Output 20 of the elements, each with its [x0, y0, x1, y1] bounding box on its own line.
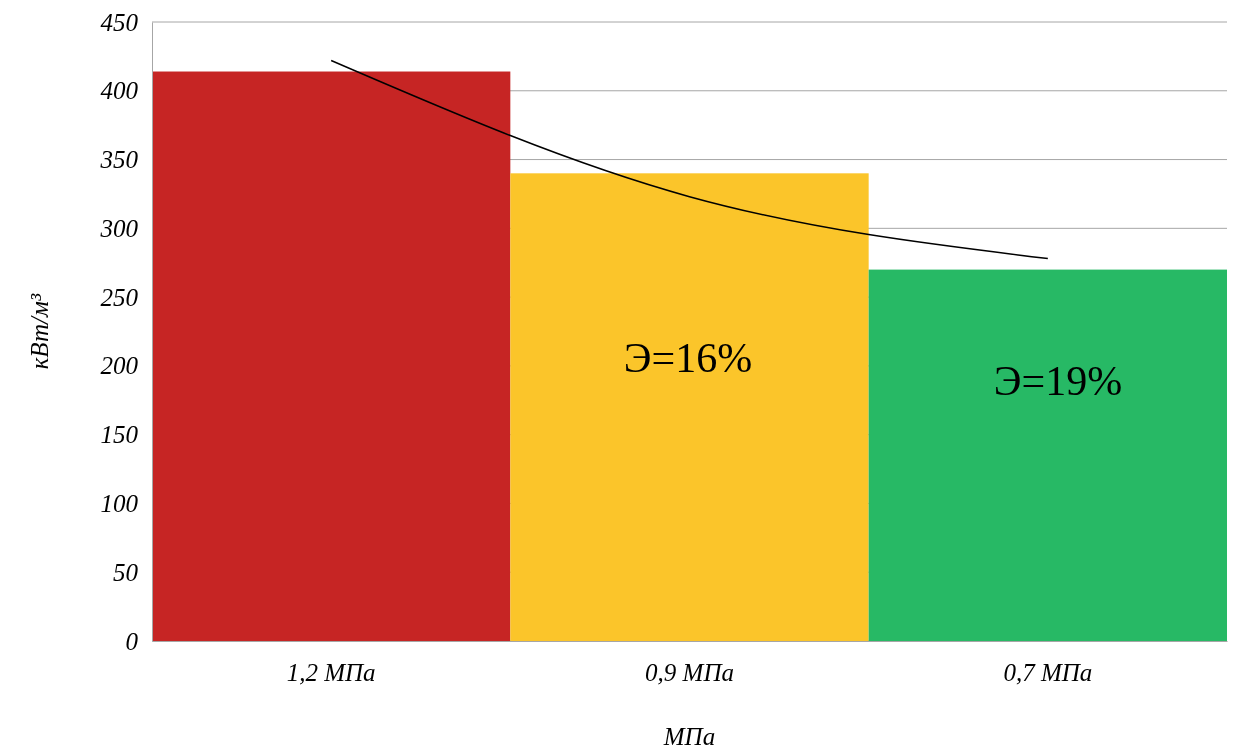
x-tick-label: 1,2 МПа [286, 658, 376, 686]
y-tick-label: 50 [113, 558, 139, 586]
annotation: Э=19% [993, 357, 1123, 404]
y-tick-label: 200 [100, 352, 139, 380]
y-tick-label: 350 [99, 146, 139, 174]
y-tick-label: 100 [100, 489, 139, 517]
y-tick-label: 400 [100, 77, 139, 105]
x-axis-title: МПа [662, 723, 716, 750]
bar [868, 269, 1227, 641]
x-tick-label: 0,7 МПа [1003, 658, 1093, 686]
y-tick-label: 150 [100, 421, 139, 449]
y-tick-label: 300 [99, 214, 139, 242]
y-axis-title: кВт/м³ [26, 293, 53, 370]
annotation: Э=16% [623, 334, 753, 381]
bar [510, 173, 869, 641]
y-tick-label: 0 [125, 627, 139, 655]
y-tick-label: 250 [100, 283, 139, 311]
bar [152, 71, 511, 641]
x-tick-label: 0,9 МПа [645, 658, 734, 686]
y-tick-label: 450 [100, 8, 139, 36]
